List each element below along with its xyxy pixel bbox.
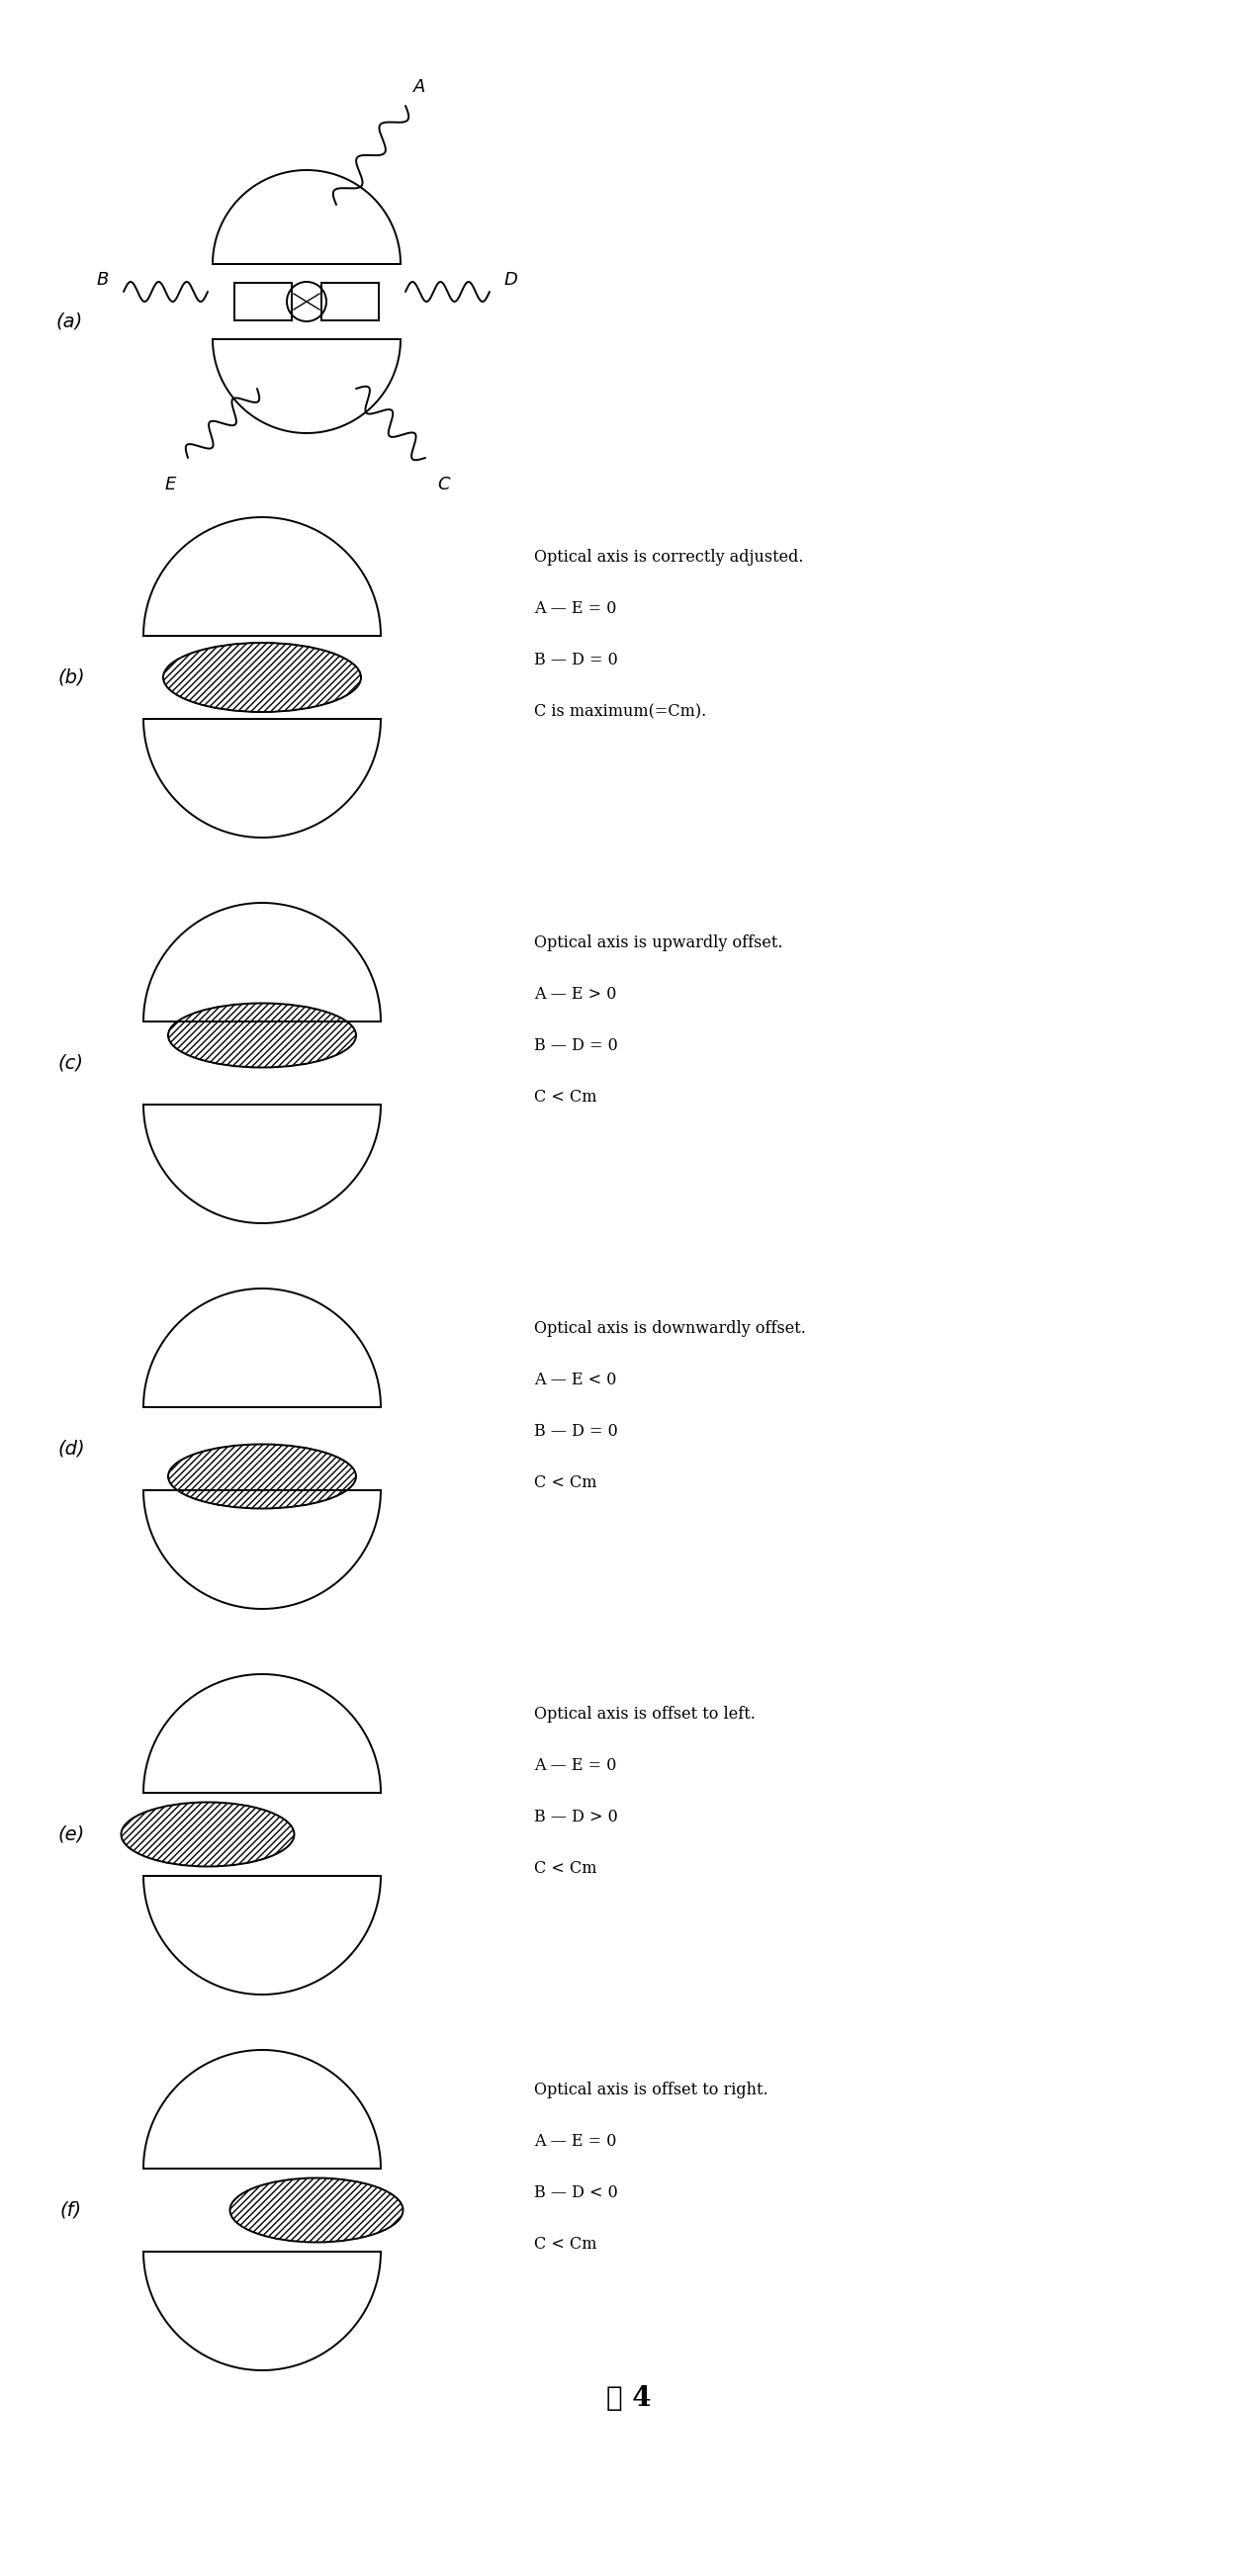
Ellipse shape (121, 1803, 294, 1868)
Text: A — E = 0: A — E = 0 (535, 2133, 616, 2151)
Text: A: A (414, 77, 425, 95)
Ellipse shape (169, 1445, 356, 1510)
Text: Optical axis is offset to left.: Optical axis is offset to left. (535, 1705, 756, 1723)
Ellipse shape (164, 644, 361, 711)
Text: (d): (d) (58, 1440, 84, 1458)
Text: Optical axis is downwardly offset.: Optical axis is downwardly offset. (535, 1319, 806, 1337)
Text: C is maximum(=Cm).: C is maximum(=Cm). (535, 703, 707, 719)
Text: B — D = 0: B — D = 0 (535, 1038, 618, 1054)
Text: (f): (f) (60, 2200, 82, 2221)
Bar (322, 283, 379, 319)
Text: Optical axis is upwardly offset.: Optical axis is upwardly offset. (535, 935, 782, 951)
Text: (c): (c) (58, 1054, 84, 1072)
Text: (b): (b) (58, 667, 84, 688)
Ellipse shape (230, 2177, 403, 2241)
Text: B — D < 0: B — D < 0 (535, 2184, 618, 2202)
Text: A — E = 0: A — E = 0 (535, 1757, 616, 1775)
Text: B — D > 0: B — D > 0 (535, 1808, 618, 1826)
Text: D: D (504, 270, 518, 289)
Text: B — D = 0: B — D = 0 (535, 1422, 618, 1440)
Text: B: B (97, 270, 108, 289)
Text: (e): (e) (58, 1824, 84, 1844)
Text: A — E < 0: A — E < 0 (535, 1370, 616, 1388)
Text: A — E = 0: A — E = 0 (535, 600, 616, 618)
Text: C < Cm: C < Cm (535, 1860, 596, 1878)
Text: Optical axis is offset to right.: Optical axis is offset to right. (535, 2081, 769, 2099)
Text: C: C (437, 477, 449, 495)
Text: C < Cm: C < Cm (535, 1090, 596, 1105)
Ellipse shape (169, 1002, 356, 1066)
Text: B — D = 0: B — D = 0 (535, 652, 618, 670)
Text: A — E > 0: A — E > 0 (535, 987, 616, 1002)
Text: 图 4: 图 4 (606, 2385, 652, 2411)
Text: C < Cm: C < Cm (535, 1473, 596, 1492)
Text: (a): (a) (55, 312, 83, 330)
Bar (234, 283, 292, 319)
Text: C < Cm: C < Cm (535, 2236, 596, 2251)
Text: Optical axis is correctly adjusted.: Optical axis is correctly adjusted. (535, 549, 804, 567)
Text: E: E (165, 477, 176, 495)
